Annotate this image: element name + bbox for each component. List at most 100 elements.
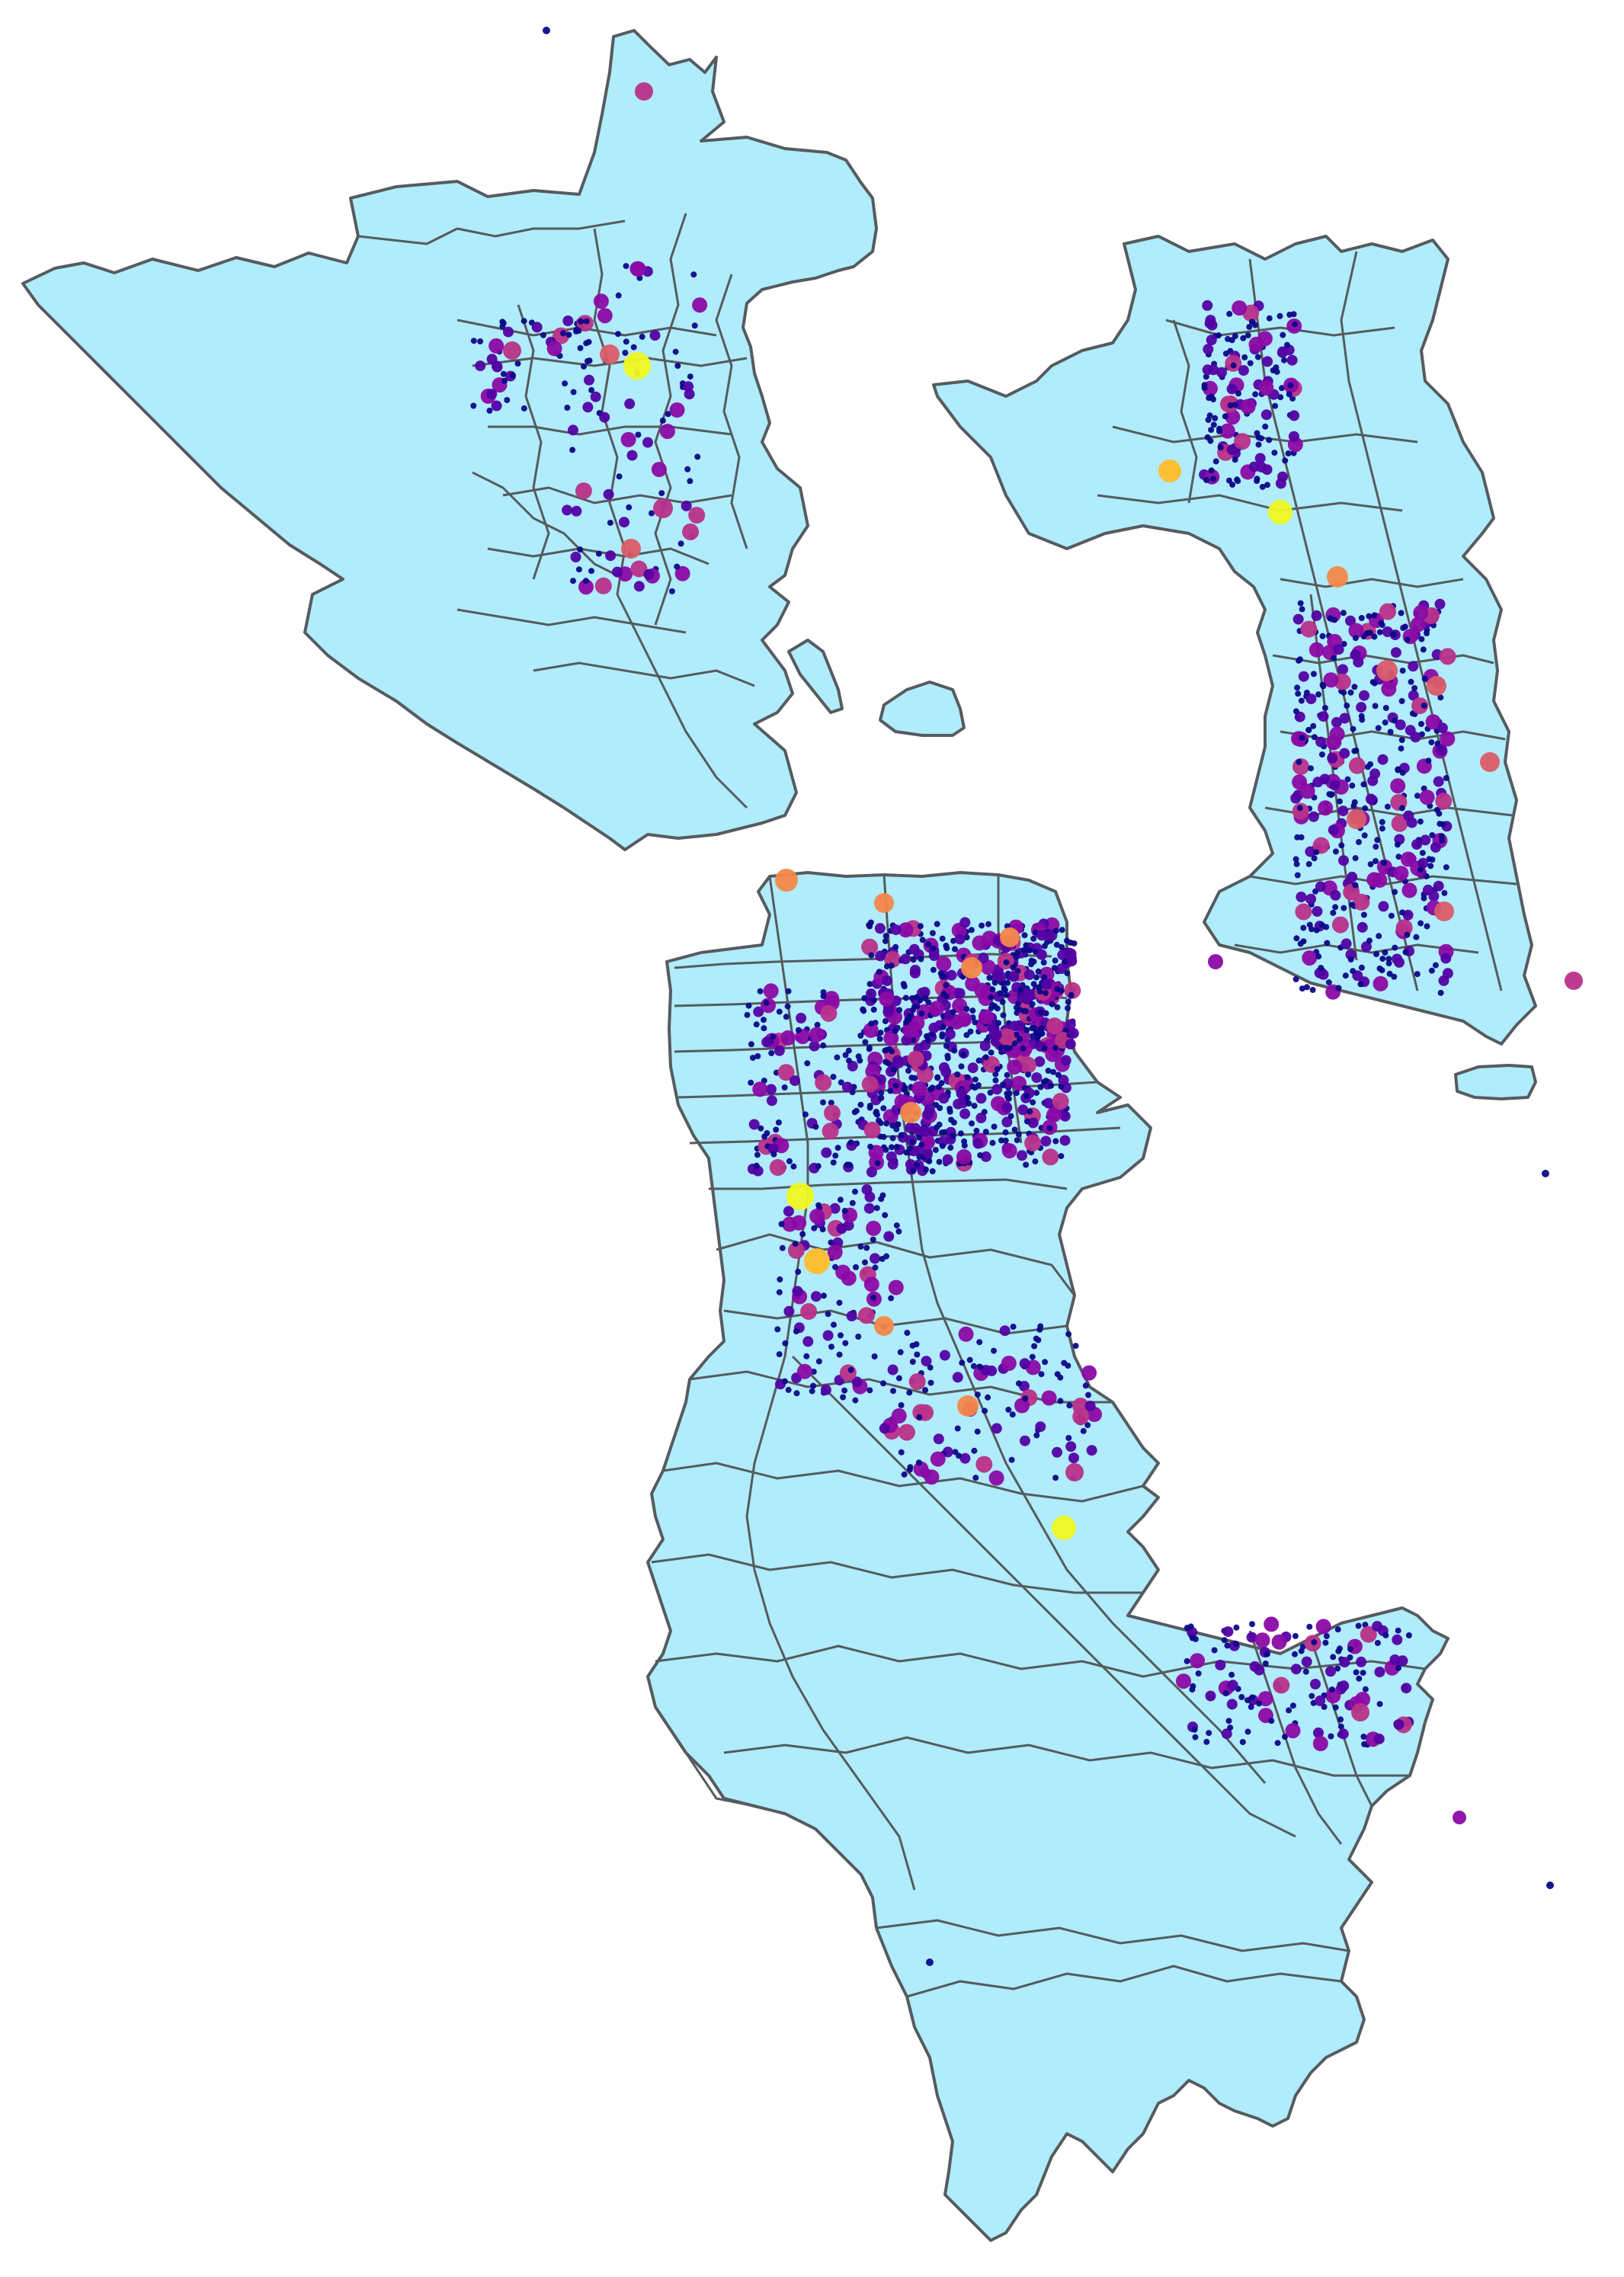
map-point-1167 [1031, 1343, 1038, 1350]
map-point-830 [1010, 964, 1017, 971]
map-point-961 [822, 1330, 834, 1341]
map-point-1972 [564, 405, 571, 411]
map-point-354 [973, 1127, 980, 1134]
map-point-695 [780, 1030, 796, 1046]
map-point-33 [1034, 1056, 1046, 1068]
map-point-840 [1065, 1005, 1071, 1011]
map-point-1318 [1373, 1733, 1385, 1744]
map-point-698 [926, 1158, 933, 1164]
map-point-1988 [643, 568, 655, 580]
map-point-1054 [803, 1353, 810, 1359]
map-point-2045 [1158, 460, 1181, 482]
map-point-751 [916, 1134, 923, 1141]
map-point-1933 [649, 330, 661, 341]
map-point-1033 [866, 1220, 882, 1236]
map-point-842 [1023, 969, 1035, 981]
map-point-1170 [1072, 1408, 1090, 1425]
map-point-1833 [1276, 347, 1288, 358]
map-point-1282 [1268, 1718, 1275, 1725]
map-point-620 [748, 1079, 754, 1086]
map-point-1557 [1433, 880, 1444, 892]
map-point-1741 [1400, 851, 1416, 867]
map-point-1373 [1344, 703, 1350, 709]
map-point-1179 [974, 1428, 981, 1435]
map-point-1504 [1353, 893, 1370, 911]
map-point-2060 [621, 539, 641, 559]
map-point-40 [982, 1129, 989, 1135]
map-point-941 [852, 1188, 858, 1195]
map-point-579 [855, 1053, 862, 1060]
map-point-1313 [1337, 1728, 1349, 1740]
map-point-936 [1017, 1036, 1023, 1042]
map-point-15 [1033, 1090, 1040, 1097]
map-point-654 [744, 1011, 751, 1018]
map-point-1584 [1315, 881, 1326, 892]
map-point-1964 [681, 500, 692, 511]
map-point-1832 [1290, 311, 1297, 318]
map-point-2042 [786, 1183, 814, 1210]
map-point-1914 [599, 412, 610, 423]
map-point-1021 [781, 1378, 788, 1385]
map-point-1264 [1362, 1686, 1369, 1693]
map-point-1283 [1325, 1688, 1341, 1704]
map-point-423 [979, 922, 985, 929]
map-point-905 [1003, 991, 1010, 998]
map-point-1890 [1228, 337, 1235, 344]
map-point-117 [874, 923, 886, 934]
map-point-970 [838, 1332, 844, 1339]
map-point-762 [763, 999, 770, 1006]
map-point-334 [975, 1057, 982, 1064]
map-point-1453 [1296, 892, 1307, 902]
map-point-858 [1058, 988, 1065, 994]
map-point-1604 [1428, 739, 1435, 746]
map-point-1974 [569, 447, 576, 453]
map-point-635 [929, 1168, 936, 1174]
map-point-1062 [1010, 1324, 1017, 1330]
map-point-1582 [1312, 906, 1323, 917]
map-point-986 [873, 1205, 880, 1212]
map-point-1732 [1385, 956, 1392, 962]
map-point-1080 [1009, 1411, 1016, 1418]
map-point-1885 [1240, 399, 1256, 415]
map-point-515 [889, 1135, 896, 1142]
map-point-1087 [1068, 1452, 1079, 1464]
map-point-526 [902, 994, 909, 1001]
map-point-619 [942, 1154, 953, 1165]
map-point-982 [857, 1243, 864, 1250]
map-point-2037 [573, 326, 580, 333]
map-point-1923 [630, 344, 637, 351]
map-point-1014 [774, 1326, 781, 1333]
map-point-1857 [1209, 476, 1216, 482]
map-point-1646 [1390, 647, 1401, 658]
map-point-463 [1001, 1102, 1013, 1113]
map-point-1610 [1414, 971, 1421, 978]
map-point-1768 [1225, 409, 1241, 425]
map-point-1568 [1300, 924, 1307, 931]
map-point-723 [766, 1095, 777, 1106]
map-point-2040 [623, 352, 651, 380]
map-point-726 [761, 1025, 767, 1032]
map-point-979 [793, 1328, 799, 1334]
map-point-775 [922, 1166, 929, 1173]
map-point-870 [1041, 974, 1048, 981]
map-point-2065 [1208, 954, 1223, 969]
map-point-1277 [1356, 1675, 1363, 1682]
map-point-1218 [1292, 1651, 1298, 1657]
map-point-521 [832, 1152, 839, 1159]
map-point-481 [994, 1066, 1001, 1072]
map-point-1284 [1211, 1647, 1218, 1654]
map-point-1583 [1347, 689, 1354, 696]
map-point-587 [944, 1029, 956, 1040]
map-point-1628 [1356, 839, 1362, 845]
map-point-994 [828, 1343, 834, 1350]
map-point-1922 [651, 462, 667, 477]
map-point-564 [963, 1006, 970, 1013]
map-point-1839 [1226, 444, 1238, 456]
map-point-2046 [775, 869, 798, 892]
map-point-301 [1043, 1097, 1054, 1109]
map-point-1883 [1281, 357, 1287, 363]
map-point-489 [1023, 1093, 1030, 1099]
map-point-223 [882, 937, 889, 944]
map-point-1279 [1222, 1690, 1229, 1696]
